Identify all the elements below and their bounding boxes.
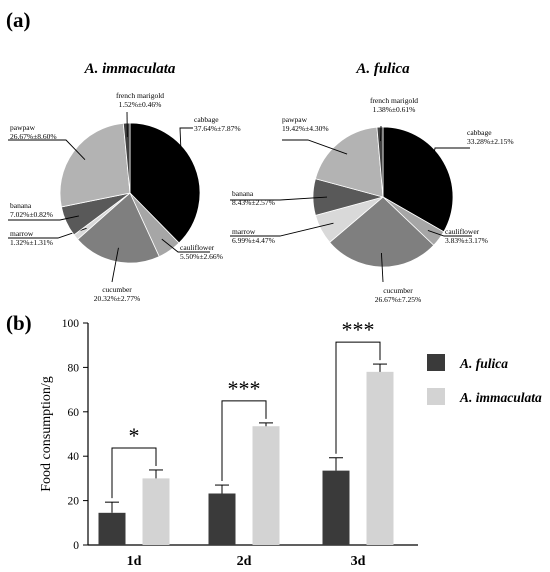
slice-value-french_marigold: 1.52%±0.46% xyxy=(119,100,162,109)
y-tick-label: 40 xyxy=(68,451,80,463)
slice-label-french_marigold: french marigold xyxy=(116,91,164,100)
pie-title-immaculata: A. immaculata xyxy=(84,61,176,77)
bar-fulica-2d xyxy=(208,493,236,545)
slice-label-cauliflower: cauliflower xyxy=(445,227,480,236)
significance-bracket xyxy=(335,341,381,454)
leader-line-marrow xyxy=(230,222,334,237)
pie-slice-cabbage xyxy=(382,126,454,233)
leader-line-cauliflower xyxy=(161,238,210,253)
bar-immaculata-2d xyxy=(252,426,280,545)
pie-slice-pawpaw xyxy=(314,126,384,198)
slice-value-pawpaw: 26.67%±8.60% xyxy=(10,132,57,141)
bar-chart: 0 20 40 60 80 100 Food consumption/g * 1d *** 2d **… xyxy=(39,317,542,569)
y-tick-label: 20 xyxy=(68,496,80,508)
slice-value-cabbage: 33.28%±2.15% xyxy=(467,137,514,146)
slice-value-marrow: 1.32%±1.31% xyxy=(10,238,53,247)
panel-label-b: (b) xyxy=(6,311,32,335)
slice-label-french_marigold: french marigold xyxy=(370,96,418,105)
leader-line-banana xyxy=(230,196,328,201)
leader-line-cucumber xyxy=(111,247,119,283)
slice-label-cabbage: cabbage xyxy=(194,115,219,124)
leader-line-cabbage xyxy=(431,147,470,169)
pie-slice-pawpaw xyxy=(59,122,131,208)
slice-label-cucumber: cucumber xyxy=(383,286,413,295)
slice-value-cabbage: 37.64%±7.87% xyxy=(194,124,241,133)
bar-immaculata-3d xyxy=(366,371,394,545)
bar-immaculata-1d xyxy=(142,478,170,545)
slice-value-pawpaw: 19.42%±4.30% xyxy=(282,124,329,133)
slice-value-cucumber: 26.67%±7.25% xyxy=(375,295,422,304)
x-tick-label: 1d xyxy=(127,554,142,569)
significance-bracket xyxy=(111,447,157,499)
significance-marker: * xyxy=(129,423,140,448)
x-tick-label: 2d xyxy=(237,554,252,569)
significance-marker: *** xyxy=(228,376,261,401)
y-axis-label: Food consumption/g xyxy=(39,376,54,492)
x-tick-label: 3d xyxy=(351,554,366,569)
leader-line-cabbage xyxy=(179,127,193,172)
slice-label-pawpaw: pawpaw xyxy=(282,115,308,124)
bar-fulica-3d xyxy=(322,470,350,545)
leader-line-cauliflower xyxy=(427,230,472,237)
slice-label-marrow: marrow xyxy=(232,227,256,236)
y-tick-label: 60 xyxy=(68,407,80,419)
slice-value-banana: 8.43%±2.57% xyxy=(232,198,275,207)
y-tick-label: 100 xyxy=(62,318,80,330)
slice-value-cucumber: 20.32%±2.77% xyxy=(94,294,141,303)
pie-slice-french_marigold xyxy=(376,126,384,198)
significance-bracket xyxy=(221,400,267,482)
slice-label-pawpaw: pawpaw xyxy=(10,123,36,132)
slice-label-banana: banana xyxy=(232,189,254,198)
leader-line-cucumber xyxy=(380,252,384,283)
slice-label-cauliflower: cauliflower xyxy=(180,243,215,252)
slice-value-cauliflower: 5.50%±2.66% xyxy=(180,252,223,261)
pie-slice-cabbage xyxy=(129,122,201,244)
bar-fulica-1d xyxy=(98,512,126,545)
slice-value-french_marigold: 1.38%±0.61% xyxy=(373,105,416,114)
leader-line-pawpaw xyxy=(8,139,86,160)
slice-value-marrow: 6.99%±4.47% xyxy=(232,236,275,245)
slice-label-cucumber: cucumber xyxy=(102,285,132,294)
slice-label-cabbage: cabbage xyxy=(467,128,492,137)
legend-swatch-immaculata xyxy=(427,388,445,405)
leader-line-pawpaw xyxy=(282,139,348,155)
slice-label-banana: banana xyxy=(10,201,32,210)
legend-label-immaculata: A. immaculata xyxy=(459,390,542,405)
leader-line-banana xyxy=(8,215,79,221)
y-tick-label: 0 xyxy=(73,540,79,552)
y-tick-label: 80 xyxy=(68,362,80,374)
slice-value-cauliflower: 3.83%±3.17% xyxy=(445,236,488,245)
slice-label-marrow: marrow xyxy=(10,229,34,238)
panel-label-a: (a) xyxy=(6,8,31,32)
pie-slice-cucumber xyxy=(329,196,435,268)
legend-label-fulica: A. fulica xyxy=(459,356,508,371)
legend-swatch-fulica xyxy=(427,354,445,371)
significance-marker: *** xyxy=(342,317,375,342)
pie-slice-french_marigold xyxy=(122,122,131,194)
pie-title-fulica: A. fulica xyxy=(355,61,410,77)
slice-value-banana: 7.02%±0.82% xyxy=(10,210,53,219)
